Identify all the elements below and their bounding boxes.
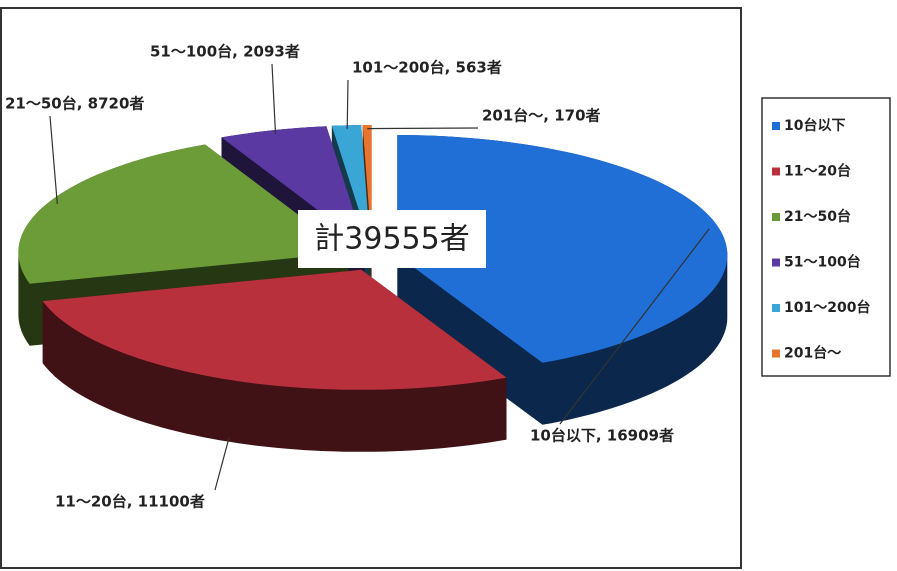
slice bbox=[18, 144, 349, 284]
legend-label: 51～100台 bbox=[784, 254, 861, 271]
slice bbox=[42, 269, 507, 390]
legend-swatch bbox=[772, 349, 780, 358]
leader-line bbox=[214, 437, 230, 491]
leader-line bbox=[559, 228, 710, 425]
data-label: 51～100台, 2093者 bbox=[150, 43, 300, 61]
legend-swatch bbox=[772, 213, 780, 221]
legend-swatch bbox=[772, 167, 780, 176]
legend-swatch bbox=[772, 258, 780, 267]
annotation: 計39555者 bbox=[314, 222, 469, 257]
annotation-box bbox=[298, 210, 486, 268]
legend-label: 11～20台 bbox=[784, 163, 851, 180]
legend-box bbox=[761, 97, 891, 377]
data-label: 21～50台, 8720者 bbox=[5, 95, 144, 113]
leader-line bbox=[367, 127, 479, 130]
legend-swatch bbox=[772, 122, 780, 130]
data-label: 201台～, 170者 bbox=[482, 107, 601, 125]
data-label: 11～20台, 11100者 bbox=[55, 493, 205, 511]
data-label: 10台以下, 16909者 bbox=[530, 427, 674, 445]
legend-label: 21～50台 bbox=[784, 208, 851, 225]
slice bbox=[397, 135, 728, 363]
legend-label: 201台～ bbox=[784, 345, 841, 362]
slice bbox=[362, 125, 372, 245]
leader-line bbox=[271, 63, 277, 134]
data-label: 101～200台, 563者 bbox=[352, 59, 502, 77]
leader-line bbox=[346, 79, 349, 129]
leader-line bbox=[49, 115, 58, 205]
legend-label: 10台以下 bbox=[784, 117, 845, 134]
legend-label: 101～200台 bbox=[784, 299, 870, 316]
legend-swatch bbox=[772, 304, 780, 312]
